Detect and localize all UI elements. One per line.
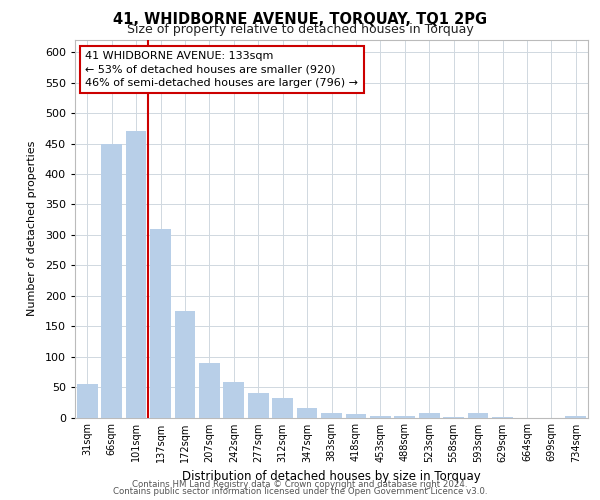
Bar xyxy=(296,408,317,418)
Bar xyxy=(443,417,464,418)
Text: 41, WHIDBORNE AVENUE, TORQUAY, TQ1 2PG: 41, WHIDBORNE AVENUE, TORQUAY, TQ1 2PG xyxy=(113,12,487,28)
Bar xyxy=(467,412,488,418)
Text: Contains public sector information licensed under the Open Government Licence v3: Contains public sector information licen… xyxy=(113,487,487,496)
Text: 41 WHIDBORNE AVENUE: 133sqm
← 53% of detached houses are smaller (920)
46% of se: 41 WHIDBORNE AVENUE: 133sqm ← 53% of det… xyxy=(85,52,358,88)
Y-axis label: Number of detached properties: Number of detached properties xyxy=(26,141,37,316)
Bar xyxy=(419,412,440,418)
Text: Contains HM Land Registry data © Crown copyright and database right 2024.: Contains HM Land Registry data © Crown c… xyxy=(132,480,468,489)
Bar xyxy=(565,416,586,418)
Bar xyxy=(248,393,269,417)
Bar xyxy=(272,398,293,417)
Bar xyxy=(199,362,220,418)
Bar xyxy=(77,384,98,418)
Text: Size of property relative to detached houses in Torquay: Size of property relative to detached ho… xyxy=(127,24,473,36)
Bar xyxy=(101,144,122,418)
X-axis label: Distribution of detached houses by size in Torquay: Distribution of detached houses by size … xyxy=(182,470,481,483)
Bar xyxy=(370,416,391,418)
Bar xyxy=(346,414,367,418)
Bar xyxy=(492,417,513,418)
Bar xyxy=(125,132,146,418)
Bar xyxy=(223,382,244,418)
Bar xyxy=(175,311,196,418)
Bar xyxy=(394,416,415,418)
Bar xyxy=(321,412,342,418)
Bar xyxy=(150,229,171,418)
